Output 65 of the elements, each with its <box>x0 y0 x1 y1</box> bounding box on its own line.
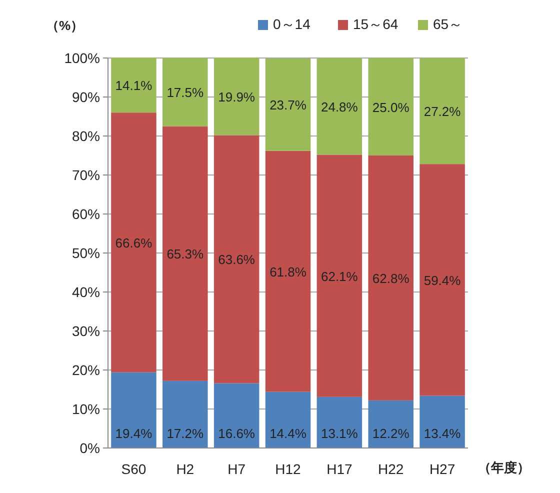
data-label: 17.5% <box>166 85 204 100</box>
y-tick-label: 100% <box>64 50 100 66</box>
y-tick-label: 60% <box>72 206 100 222</box>
data-label: 13.1% <box>320 426 358 441</box>
data-label: 19.4% <box>115 426 153 441</box>
bar <box>420 396 465 448</box>
bar <box>265 58 311 151</box>
y-tick-label: 0% <box>80 440 100 456</box>
bar <box>214 135 260 384</box>
y-tick-label: 10% <box>72 400 100 417</box>
bar <box>420 58 465 164</box>
data-label: 27.2% <box>424 104 462 120</box>
data-label: 23.7% <box>270 98 307 113</box>
x-tick-label: H12 <box>275 461 302 477</box>
y-tick-label: 90% <box>72 88 100 105</box>
bar <box>265 392 311 448</box>
x-tick-label: H2 <box>176 461 194 477</box>
data-label: 14.4% <box>270 426 307 441</box>
y-tick-label: 70% <box>72 166 100 183</box>
x-axis-title: （年度） <box>478 460 530 475</box>
bar <box>162 126 208 381</box>
y-tick-label: 20% <box>72 362 100 378</box>
data-label: 13.4% <box>424 426 462 441</box>
y-tick-label: 50% <box>72 244 100 261</box>
y-tick-label: 40% <box>72 284 100 300</box>
bar <box>111 372 156 448</box>
data-label: 65.3% <box>166 246 204 262</box>
data-label: 66.6% <box>115 235 153 250</box>
data-label: 25.0% <box>372 100 410 115</box>
data-label: 12.2% <box>372 426 410 441</box>
data-label: 59.4% <box>424 272 462 288</box>
bar <box>214 58 260 136</box>
data-label: 62.1% <box>320 268 358 284</box>
bar <box>214 383 260 448</box>
bar <box>316 396 362 448</box>
x-tick-label: S60 <box>121 461 146 477</box>
data-label: 19.9% <box>218 89 256 104</box>
bar <box>368 156 414 400</box>
data-label: 62.8% <box>372 270 410 286</box>
bar <box>162 58 208 126</box>
bar <box>420 164 465 396</box>
y-tick-label: 30% <box>72 322 100 339</box>
x-tick-label: H17 <box>326 461 352 477</box>
y-tick-label: 80% <box>72 128 100 144</box>
data-label: 63.6% <box>218 252 256 268</box>
data-label: 61.8% <box>270 264 307 280</box>
data-label: 16.6% <box>218 426 256 441</box>
data-label: 17.2% <box>166 426 204 441</box>
data-label: 24.8% <box>320 99 358 114</box>
y-axis-title: （%） <box>46 18 84 33</box>
bar <box>162 380 208 448</box>
legend-label: 0～14 <box>273 16 311 32</box>
x-tick-label: H27 <box>429 461 456 477</box>
bar <box>368 58 414 156</box>
x-tick-label: H22 <box>378 461 404 477</box>
bar <box>111 112 156 372</box>
x-tick-label: H7 <box>228 461 246 477</box>
bar <box>111 58 156 113</box>
bar <box>368 400 414 448</box>
bar <box>316 58 362 155</box>
bar <box>316 154 362 397</box>
legend-label: 65～ <box>433 16 463 32</box>
bar <box>265 150 311 392</box>
legend-label: 15～64 <box>353 16 398 32</box>
data-label: 14.1% <box>115 78 153 94</box>
